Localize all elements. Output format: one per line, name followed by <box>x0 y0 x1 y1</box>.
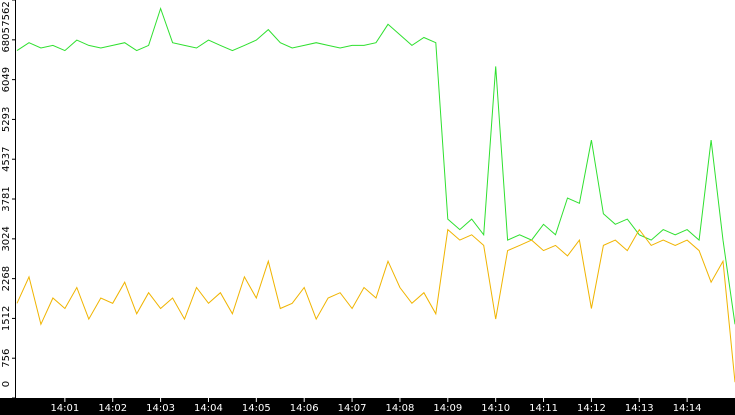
series-line <box>16 228 735 383</box>
x-tick-label: 14:05 <box>242 403 271 414</box>
y-tick-label: 3024 <box>1 226 12 251</box>
x-tick-label: 14:07 <box>338 403 367 414</box>
y-tick-label: 756 <box>1 349 12 368</box>
y-tick-label: 6049 <box>1 67 12 92</box>
y-tick-label: 7562 <box>1 1 12 26</box>
x-tick-label: 14:09 <box>433 403 462 414</box>
x-tick-label: 14:13 <box>625 403 654 414</box>
y-tick-label: 4537 <box>1 146 12 171</box>
y-tick-label: 2268 <box>1 266 12 291</box>
x-axis-band <box>0 398 735 415</box>
x-tick-label: 14:02 <box>98 403 127 414</box>
x-tick-label: 14:04 <box>194 403 223 414</box>
x-tick-label: 14:01 <box>50 403 79 414</box>
x-tick-label: 14:03 <box>146 403 175 414</box>
x-tick-label: 14:08 <box>386 403 415 414</box>
y-tick-label: 5293 <box>1 107 12 132</box>
series-line <box>16 6 735 325</box>
y-tick-label: 6805 <box>1 27 12 52</box>
x-tick-label: 14:14 <box>673 403 702 414</box>
x-tick-label: 14:06 <box>290 403 319 414</box>
y-tick-label: 3781 <box>1 186 12 211</box>
x-tick-label: 14:10 <box>481 403 510 414</box>
x-tick-label: 14:12 <box>577 403 606 414</box>
y-tick-label: 0 <box>1 381 12 387</box>
x-tick-label: 14:11 <box>529 403 558 414</box>
y-tick-label: 1512 <box>1 306 12 331</box>
